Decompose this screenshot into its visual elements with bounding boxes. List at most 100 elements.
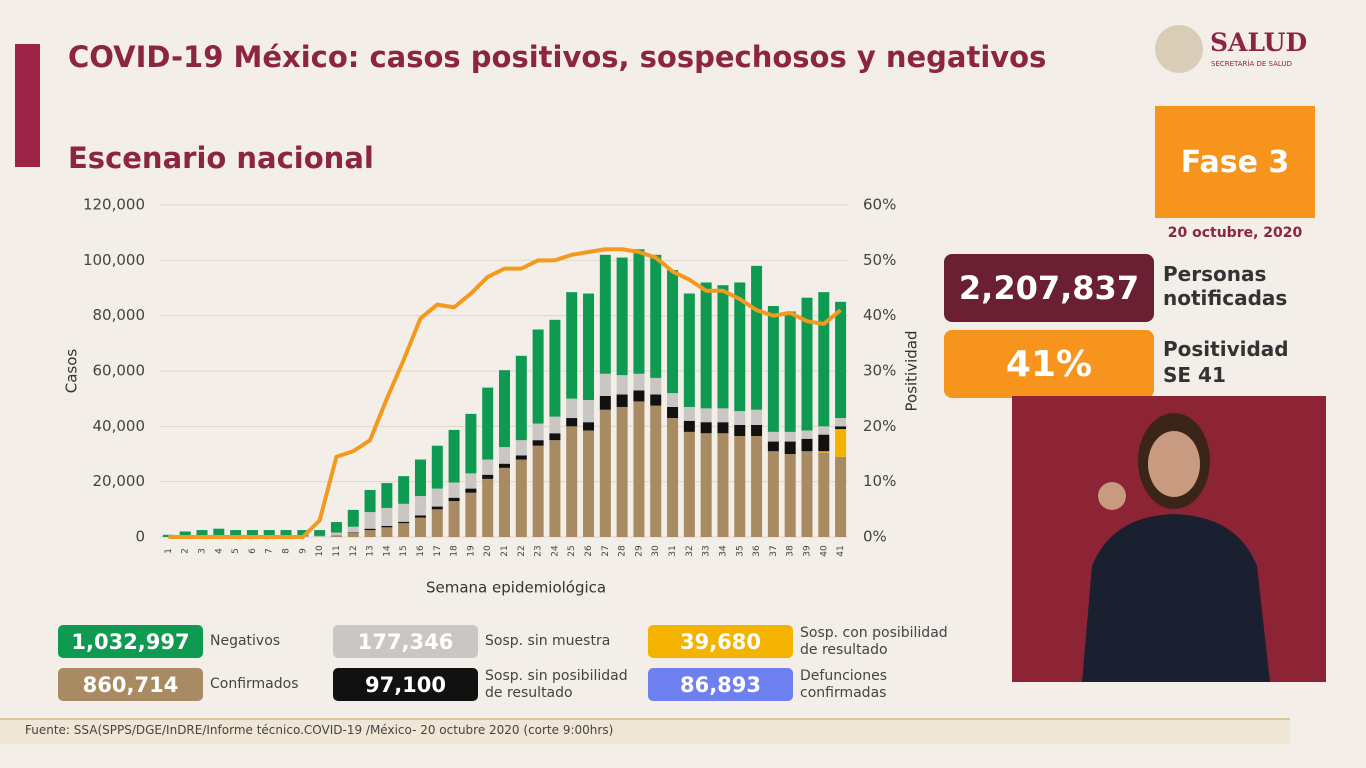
bar-segment xyxy=(448,501,460,537)
bar-segment xyxy=(381,483,393,508)
bar-segment xyxy=(532,329,544,424)
logo: SALUD xyxy=(1210,28,1308,57)
bar-segment xyxy=(499,447,510,464)
x-tick-label: 16 xyxy=(416,545,426,557)
bar-segment xyxy=(633,373,645,391)
bar-segment xyxy=(583,293,595,401)
bar-segment xyxy=(515,355,527,441)
bar-segment xyxy=(230,530,242,537)
bar-segment xyxy=(767,305,779,432)
x-tick-label: 9 xyxy=(298,548,308,554)
x-tick-label: 37 xyxy=(769,545,779,556)
x-tick-label: 36 xyxy=(752,545,762,557)
x-tick-label: 20 xyxy=(483,545,493,557)
bar-segment xyxy=(364,489,376,513)
x-tick-label: 18 xyxy=(450,545,460,557)
positivity-line xyxy=(168,247,842,539)
bar-segment xyxy=(515,440,527,456)
bar-segment xyxy=(482,387,494,460)
bar-segment xyxy=(566,292,578,399)
bar-segment xyxy=(465,492,477,537)
y2-tick-label: 10% xyxy=(863,472,896,490)
y-tick-label: 60,000 xyxy=(93,362,146,380)
bar-segment xyxy=(499,370,510,448)
footer: Fuente: SSA(SPPS/DGE/InDRE/Informe técni… xyxy=(25,723,614,737)
bar-segment xyxy=(700,282,712,409)
bar-segment xyxy=(818,292,830,427)
bar-segment xyxy=(650,254,662,378)
x-tick-label: 26 xyxy=(584,545,594,557)
bar-segment xyxy=(700,433,712,537)
bar-segment xyxy=(179,531,191,537)
bar-segment xyxy=(414,517,426,537)
bar-segment xyxy=(734,282,746,412)
bar-segment xyxy=(599,373,611,396)
bar-segment xyxy=(818,451,830,453)
bar-segment xyxy=(835,429,847,457)
bar-segment xyxy=(801,451,813,537)
y2-tick-label: 20% xyxy=(863,417,896,435)
bar-segment xyxy=(330,532,342,536)
bar-segment xyxy=(683,293,695,407)
x-tick-label: 15 xyxy=(399,545,409,556)
x-tick-label: 41 xyxy=(836,545,846,556)
x-tick-label: 13 xyxy=(366,545,376,556)
bar-segment xyxy=(835,418,847,427)
bar-segment xyxy=(499,463,510,468)
bar-segment xyxy=(650,394,662,406)
deaths-label: Defunciones confirmadas xyxy=(800,667,888,701)
bar-segment xyxy=(381,525,393,528)
footer-bar xyxy=(0,718,1290,744)
bar-segment xyxy=(633,401,645,537)
y2-tick-label: 60% xyxy=(863,196,896,214)
bar-segment xyxy=(532,445,544,537)
positivity-label: Positividad SE 41 xyxy=(1163,337,1289,387)
bar-segment xyxy=(616,394,628,407)
x-tick-label: 29 xyxy=(634,545,644,557)
bar-segment xyxy=(667,270,679,394)
bar-segment xyxy=(683,406,695,421)
legend-total: 1,032,997 xyxy=(58,625,203,658)
bar-segment xyxy=(801,438,813,452)
bar-segment xyxy=(431,488,443,507)
bar-segment xyxy=(734,424,746,437)
x-axis-title: Semana epidemiológica xyxy=(426,579,606,597)
bar-segment xyxy=(767,451,779,537)
bar-segment xyxy=(549,416,561,434)
bar-segment xyxy=(364,530,376,537)
y2-tick-label: 0% xyxy=(863,528,887,546)
bar-segment xyxy=(398,523,410,537)
bar-segment xyxy=(717,433,729,537)
bar-segment xyxy=(532,440,544,446)
bar-segment xyxy=(583,422,595,431)
legend-total: 177,346 xyxy=(333,625,478,658)
x-tick-label: 31 xyxy=(668,545,678,556)
bar-segment xyxy=(633,390,645,402)
title: COVID-19 México: casos positivos, sospec… xyxy=(68,40,1047,74)
accent-bar xyxy=(15,44,40,167)
y-axis-title: Casos xyxy=(63,349,81,394)
bar-segment xyxy=(667,418,679,537)
phase: Fase 3 xyxy=(1155,106,1315,218)
x-tick-label: 1 xyxy=(164,548,174,554)
bar-segment xyxy=(330,535,342,537)
bar-segment xyxy=(734,436,746,537)
bar-segment xyxy=(515,455,527,460)
bar-segment xyxy=(599,395,611,410)
bar-segment xyxy=(583,400,595,423)
y2-tick-label: 30% xyxy=(863,362,896,380)
bar-segment xyxy=(398,521,410,524)
bar-segment xyxy=(297,530,309,537)
legend-total: 39,680 xyxy=(648,625,793,658)
bar-segment xyxy=(784,311,796,432)
bar-segment xyxy=(717,408,729,423)
bar-segment xyxy=(314,535,326,537)
x-tick-label: 6 xyxy=(248,548,258,554)
bar-segment xyxy=(448,482,460,498)
legend-label: Confirmados xyxy=(210,676,299,692)
bar-segment xyxy=(700,408,712,423)
bar-segment xyxy=(549,433,561,441)
x-tick-label: 17 xyxy=(433,545,443,556)
bar-segment xyxy=(784,431,796,442)
